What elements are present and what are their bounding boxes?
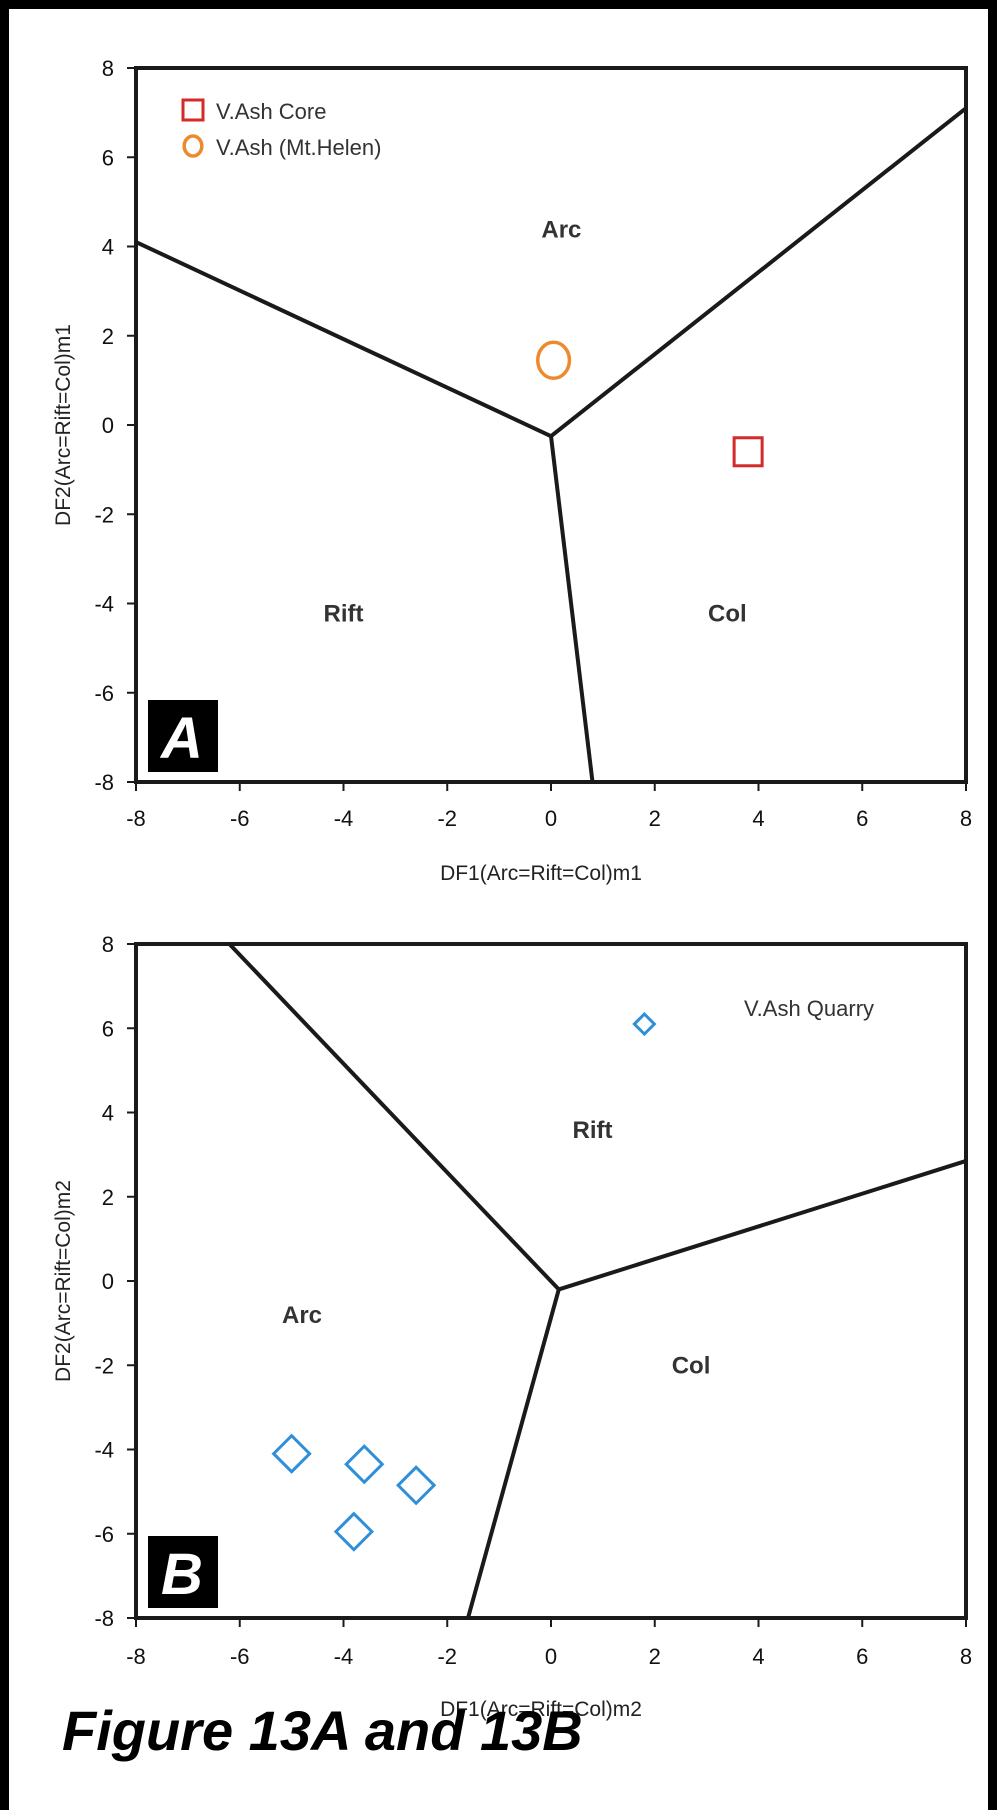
panel-b-data-point (271, 1433, 312, 1474)
panel-b-y-axis-label: DF2(Arc=Rift=Col)m2 (52, 1180, 75, 1382)
panel-a-legend-label: V.Ash Core (216, 99, 326, 124)
panel-b-boundary-line-3 (466, 1288, 561, 1619)
panel-a-boundary-line-1 (135, 240, 552, 438)
panel-a-x-tick-label: 8 (960, 806, 972, 831)
panel-b-y-tick-label: 4 (102, 1101, 114, 1126)
panel-a-x-tick-label: -2 (437, 806, 457, 831)
panel-b-group: -8 -6 -4 -2 0 2 4 6 8 8 6 4 2 0 -2 -4 -6 -8 DF1(Arc=Rift=C… (52, 932, 972, 1721)
panel-a-x-tick-label: -6 (230, 806, 250, 831)
panel-b-x-tick-label: 8 (960, 1644, 972, 1669)
panel-b-letter-badge (148, 1536, 218, 1608)
panel-a-y-tick-label: -4 (94, 592, 114, 617)
panel-a-data-point (536, 340, 572, 381)
panel-a-boundary-line-3 (549, 435, 595, 783)
panel-b-boundary-line-2 (558, 1159, 967, 1292)
panel-b-x-tick-label: 6 (856, 1644, 868, 1669)
panel-a-y-tick-label: 2 (102, 324, 114, 349)
panel-b-y-tick-label: 6 (102, 1016, 114, 1041)
panel-a-region-label-rift: Rift (324, 600, 364, 627)
panel-a-x-tick-label: -8 (126, 806, 146, 831)
panel-a-x-tick-label: 4 (752, 806, 764, 831)
panel-b-y-tick-label: -4 (94, 1438, 114, 1463)
panel-a-boundary-line-2 (549, 106, 968, 438)
panel-a-y-tick-label: -8 (94, 770, 114, 795)
panel-a-y-axis-label: DF2(Arc=Rift=Col)m1 (52, 324, 75, 526)
panel-a-y-tick-label: 6 (102, 145, 114, 170)
panel-b-y-tick-label: 2 (102, 1185, 114, 1210)
panel-b-y-tick-label: -2 (94, 1353, 114, 1378)
panel-a-x-tick-label: 2 (649, 806, 661, 831)
panel-a-y-tick-label: -6 (94, 681, 114, 706)
panel-a-y-tick-label: -2 (94, 502, 114, 527)
panel-b-y-tick-label: 0 (102, 1269, 114, 1294)
panel-b-data-point (632, 1011, 657, 1037)
panel-a-legend-marker (181, 98, 205, 122)
panel-b-data-point (333, 1511, 374, 1552)
panel-a-x-tick-label: 0 (545, 806, 557, 831)
panel-a-region-label-arc: Arc (541, 217, 581, 244)
panel-b-data-point (344, 1444, 385, 1485)
panel-a-letter: A (159, 706, 203, 771)
figure-caption: Figure 13A and 13B (62, 1699, 583, 1762)
panel-a-legend-marker (182, 134, 204, 158)
panel-a-y-tick-label: 0 (102, 413, 114, 438)
panel-a-region-label-col: Col (708, 600, 747, 627)
panel-a-letter-badge (148, 700, 218, 772)
panel-b-y-tick-label: -8 (94, 1606, 114, 1631)
panel-b-data-point (396, 1465, 437, 1506)
panel-b-region-label-col: Col (672, 1353, 711, 1380)
panel-b-x-tick-label: -8 (126, 1644, 146, 1669)
panel-b-letter: B (161, 1542, 203, 1607)
panel-b-x-tick-label: 4 (752, 1644, 764, 1669)
panel-b-x-tick-label: 2 (649, 1644, 661, 1669)
panel-a-x-tick-label: -4 (334, 806, 354, 831)
panel-a-y-tick-label: 4 (102, 235, 114, 260)
panel-b-x-tick-label: 0 (545, 1644, 557, 1669)
panel-b-y-tick-label: 8 (102, 932, 114, 957)
panel-b-legend-label: V.Ash Quarry (744, 996, 874, 1021)
panel-b-x-tick-label: -6 (230, 1644, 250, 1669)
panel-a-data-point (732, 436, 764, 468)
panel-a-legend-label: V.Ash (Mt.Helen) (216, 135, 381, 160)
panel-a-plot-frame (134, 66, 968, 784)
panel-b-boundary-line-1 (227, 942, 561, 1291)
panel-b-region-label-rift: Rift (573, 1117, 613, 1144)
panel-a-x-axis-label: DF1(Arc=Rift=Col)m1 (440, 862, 642, 885)
panel-b-region-label-arc: Arc (282, 1302, 322, 1329)
panel-b-x-axis-label: DF1(Arc=Rift=Col)m2 (440, 1698, 642, 1721)
panel-b-x-tick-label: -4 (334, 1644, 354, 1669)
panel-a-group: -8 -6 -4 -2 0 2 4 6 8 8 6 4 2 0 -2 -4 -6 -8 DF1(Arc=Rift=C… (52, 56, 972, 885)
panel-b-y-tick-label: -6 (94, 1522, 114, 1547)
panel-a-y-tick-label: 8 (102, 56, 114, 81)
panel-b-x-tick-label: -2 (437, 1644, 457, 1669)
panel-a-x-tick-label: 6 (856, 806, 868, 831)
